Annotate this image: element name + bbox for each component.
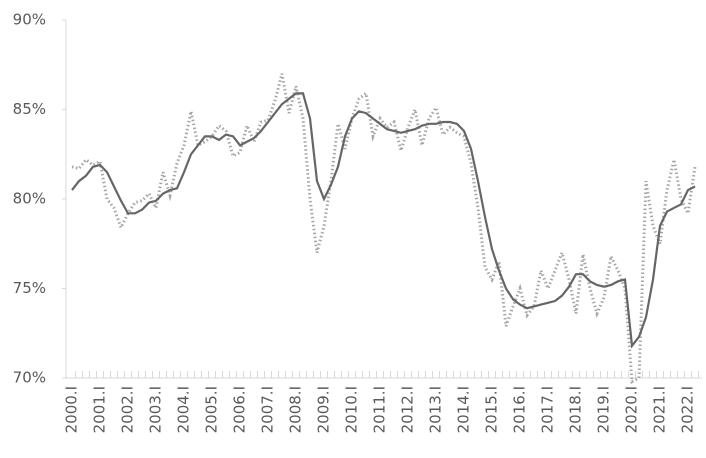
x-tick-label: 2003.I	[147, 386, 165, 433]
x-tick-label: 2016.I	[511, 386, 529, 433]
x-tick-label: 2007.I	[259, 386, 277, 433]
x-tick-label: 2009.I	[315, 386, 333, 433]
y-tick-label: 80%	[13, 190, 46, 208]
x-tick-label: 2015.I	[483, 386, 501, 433]
x-tick-label: 2012.I	[399, 386, 417, 433]
x-tick-label: 2001.I	[91, 386, 109, 433]
series-line	[71, 73, 697, 384]
y-tick-label: 70%	[13, 369, 46, 387]
y-tick-label: 75%	[13, 279, 46, 297]
y-tick-label: 90%	[13, 11, 46, 29]
y-tick-label: 85%	[13, 100, 46, 118]
x-tick-label: 2018.I	[567, 386, 585, 433]
x-tick-label: 2004.I	[175, 386, 193, 433]
x-tick-label: 2017.I	[539, 386, 557, 433]
x-tick-label: 2020.I	[623, 386, 641, 433]
x-tick-label: 2013.I	[427, 386, 445, 433]
series-line	[71, 92, 696, 349]
x-tick-label: 2019.I	[595, 386, 613, 433]
x-tick-label: 2006.I	[231, 386, 249, 433]
x-tick-label: 2008.I	[287, 386, 305, 433]
x-tick-label: 2005.I	[203, 386, 221, 433]
x-tick-label: 2011.I	[371, 386, 389, 433]
x-tick-label: 2010.I	[343, 386, 361, 433]
x-tick-label: 2000.I	[63, 386, 81, 433]
x-tick-label: 2014.I	[455, 386, 473, 433]
x-tick-label: 2022.I	[679, 386, 697, 433]
x-tick-label: 2021.I	[651, 386, 669, 433]
x-tick-label: 2002.I	[119, 386, 137, 433]
